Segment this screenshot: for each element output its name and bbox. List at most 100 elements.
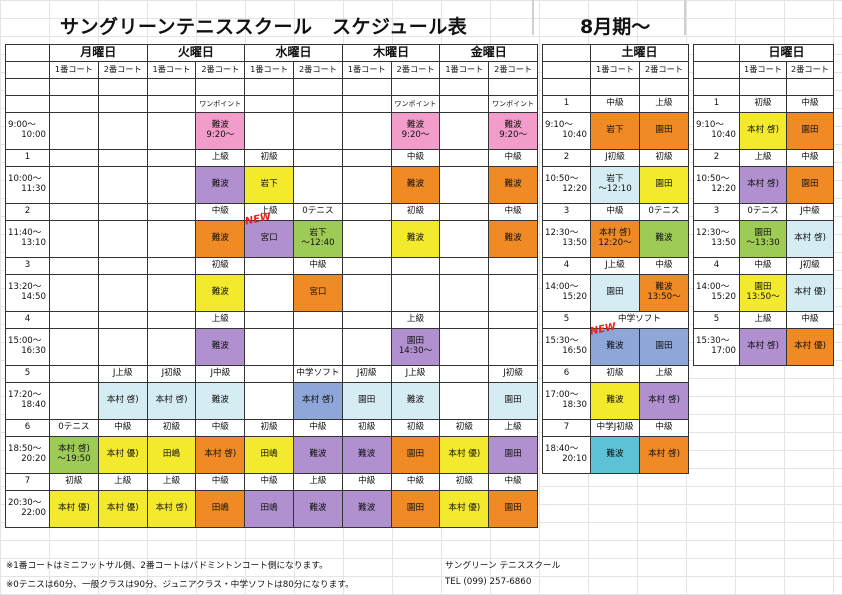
time-range-cell: 15:30～ 16:50: [542, 328, 591, 366]
class-level-cell: [244, 365, 295, 383]
lesson-cell: [244, 328, 295, 366]
time-range-cell: 9:00～ 10:00: [5, 112, 50, 150]
period-number-cell: 5: [693, 311, 740, 329]
lesson-label-row: 3 初級 中級: [5, 257, 539, 275]
lesson-cell: 本村 優): [785, 274, 835, 312]
class-level-cell: 中級: [590, 203, 640, 221]
period-number-cell: 2: [542, 149, 591, 167]
lesson-cell: [293, 112, 343, 150]
lesson-cell: 田嶋: [244, 436, 295, 474]
lesson-row: 10:50～ 12:20 本村 啓) 園田: [693, 166, 835, 204]
lesson-cell: 園田 13:50～: [739, 274, 787, 312]
class-level-cell: 中級: [785, 311, 835, 329]
class-level-cell: 中級: [488, 473, 539, 491]
lesson-cell: 本村 啓): [146, 382, 197, 420]
footer-note-durations: ※0テニスは60分、一般クラスは90分、ジュニアクラス・中学ソフトは80分になり…: [6, 580, 354, 590]
start-time: 17:20～: [8, 390, 42, 401]
court-1-header: 1番コート: [341, 61, 392, 79]
lesson-row: 12:30～ 13:50 本村 啓) 12:20～ 難波: [542, 220, 690, 258]
lesson-cell: [439, 382, 490, 420]
time-range-cell: 10:00～ 11:30: [5, 166, 50, 204]
class-level-cell: J上級: [97, 365, 148, 383]
corner-cell: [5, 61, 50, 79]
class-level-cell: 初級: [439, 473, 490, 491]
lesson-cell: [49, 112, 99, 150]
lesson-label-row: 5 上級 中級: [693, 311, 835, 329]
class-level-cell: [49, 311, 99, 329]
lesson-label-row: 5 J上級 J初級 J中級 中学ソフト J初級 J上級 J初級: [5, 365, 539, 383]
class-level-cell: [341, 203, 392, 221]
class-level-cell: [97, 149, 148, 167]
end-time: 20:20: [21, 454, 46, 464]
lesson-cell: 園田: [488, 382, 539, 420]
lesson-cell: [244, 274, 295, 312]
start-time: 14:00～: [545, 282, 579, 293]
class-level-cell: [341, 257, 392, 275]
end-time: 10:40: [562, 130, 587, 140]
lesson-row: 18:50～ 20:20 本村 啓) ～19:50 本村 優) 田嶋 本村 啓) 田嶋 難波難…: [5, 436, 539, 474]
lesson-cell: 本村 啓): [293, 382, 343, 420]
class-level-cell: J初級: [590, 149, 640, 167]
time-range-cell: 12:30～ 13:50: [542, 220, 591, 258]
start-time: 15:00～: [8, 336, 42, 347]
end-time: 14:50: [21, 292, 46, 302]
lesson-cell: 本村 啓): [195, 436, 246, 474]
lesson-cell: 難波: [638, 220, 690, 258]
lesson-cell: [97, 112, 148, 150]
lesson-cell: 田嶋: [244, 490, 295, 528]
class-level-cell: [439, 203, 490, 221]
class-level-cell: [390, 257, 441, 275]
lesson-cell: 難波 9:20～: [390, 112, 441, 150]
class-level-cell: 中級: [195, 203, 246, 221]
lesson-cell: [146, 220, 197, 258]
time-range-cell: 9:10～ 10:40: [693, 112, 740, 150]
time-range-cell: 18:50～ 20:20: [5, 436, 50, 474]
lesson-cell: 本村 啓) ～19:50: [49, 436, 99, 474]
lesson-cell: 難波 9:20～: [195, 112, 246, 150]
end-time: 13:10: [21, 238, 46, 248]
end-time: 22:00: [21, 508, 46, 518]
period-number-cell: 1: [542, 95, 591, 113]
corner-cell: [693, 44, 740, 62]
lesson-cell: 岩下: [244, 166, 295, 204]
period-number-cell: 6: [5, 419, 50, 437]
time-range-cell: 15:00～ 16:30: [5, 328, 50, 366]
time-range-cell: 13:20～ 14:50: [5, 274, 50, 312]
lesson-row: 14:00～ 15:20 園田 13:50～ 本村 優): [693, 274, 835, 312]
lesson-cell: 岩下 ～12:40: [293, 220, 343, 258]
period-number-cell: 3: [5, 257, 50, 275]
start-time: 18:50～: [8, 444, 42, 455]
class-level-cell: J中級: [195, 365, 246, 383]
class-level-cell: ワンポイント: [390, 95, 441, 113]
period-number-cell: [542, 78, 591, 96]
class-level-cell: 中級: [739, 257, 787, 275]
class-level-cell: 中級: [390, 473, 441, 491]
class-level-cell: J中級: [785, 203, 835, 221]
class-level-cell: 中学J初級: [590, 419, 640, 437]
end-time: 16:50: [562, 346, 587, 356]
class-level-cell: [146, 257, 197, 275]
period-number-cell: 3: [542, 203, 591, 221]
period-number-cell: 5: [5, 365, 50, 383]
sheet-divider: [532, 0, 534, 35]
lesson-cell: 園田 14:30～: [390, 328, 441, 366]
lesson-cell: [146, 274, 197, 312]
lesson-row: 15:00～ 16:30 難波 園田 14:30～: [5, 328, 539, 366]
lesson-cell: [244, 382, 295, 420]
lesson-cell: 本村 優): [785, 328, 835, 366]
class-level-cell: 中級: [195, 473, 246, 491]
court-1-header: 1番コート: [244, 61, 295, 79]
class-level-cell: [293, 149, 343, 167]
lesson-cell: 難波: [195, 328, 246, 366]
end-time: 18:40: [21, 400, 46, 410]
court-2-header: 2番コート: [390, 61, 441, 79]
class-level-cell: 中級: [638, 257, 690, 275]
class-level-cell: [439, 365, 490, 383]
lesson-cell: 園田: [785, 166, 835, 204]
period-number-cell: 4: [693, 257, 740, 275]
class-level-cell: [49, 78, 99, 96]
lesson-row: 11:40～ 13:10 難波 宮口 岩下 ～12:40 難波 難波: [5, 220, 539, 258]
class-level-cell: [739, 78, 787, 96]
court-1-header: 1番コート: [49, 61, 99, 79]
lesson-label-row: 3 0テニス J中級: [693, 203, 835, 221]
